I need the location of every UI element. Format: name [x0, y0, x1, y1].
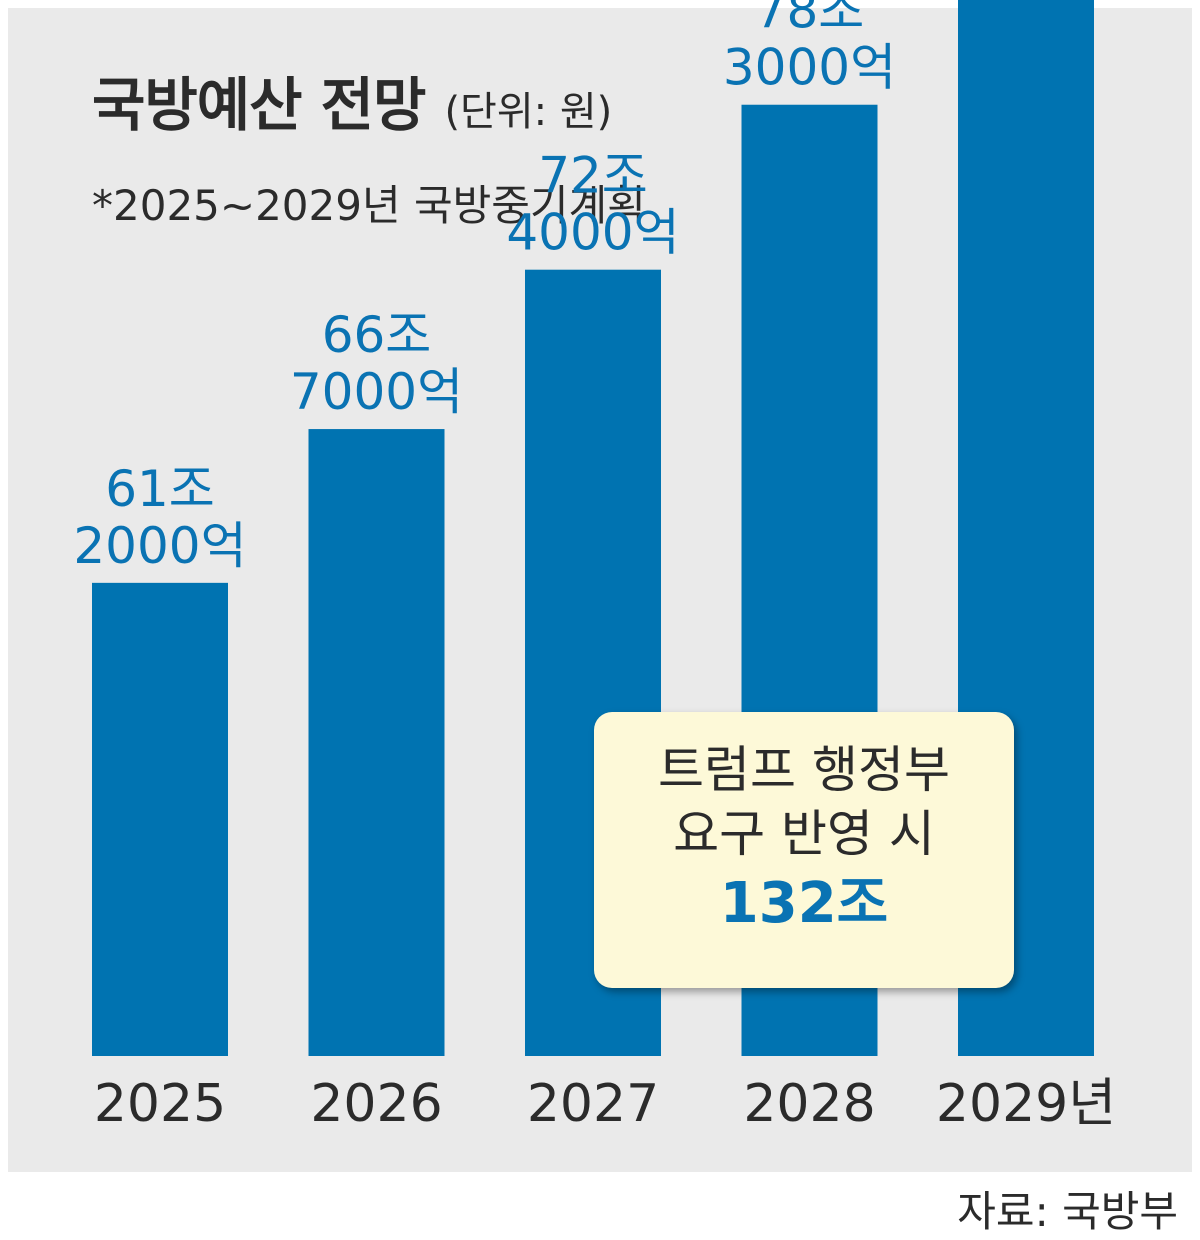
callout-box: 트럼프 행정부 요구 반영 시 132조 — [594, 712, 1014, 988]
value-label: 2000억 — [73, 517, 246, 575]
x-tick-label: 2028 — [743, 1074, 875, 1134]
x-tick-label: 2029년 — [936, 1074, 1116, 1134]
callout-value: 132조 — [719, 871, 889, 936]
x-tick-label: 2027 — [527, 1074, 659, 1134]
chart-title: 국방예산 전망 — [92, 71, 426, 139]
value-label: 66조 — [322, 306, 432, 364]
value-label: 61조 — [105, 460, 215, 518]
value-label: 3000억 — [723, 39, 896, 97]
x-tick-label: 2026 — [310, 1074, 442, 1134]
value-label: 4000억 — [506, 204, 679, 262]
bar-2026 — [308, 429, 445, 1056]
callout-line-1: 트럼프 행정부 — [658, 741, 950, 799]
value-label: 78조 — [755, 0, 865, 40]
value-label: 72조 — [538, 147, 648, 205]
callout-line-2: 요구 반영 시 — [673, 805, 935, 863]
source-note: 자료: 국방부 — [957, 1187, 1178, 1236]
x-tick-label: 2025 — [94, 1074, 226, 1134]
value-label: 7000억 — [290, 363, 463, 421]
unit-label: (단위: 원) — [444, 89, 613, 135]
chart-subtitle: *2025~2029년 국방중기계획 — [92, 181, 646, 230]
bar-2025 — [92, 582, 228, 1056]
title-row: 국방예산 전망 (단위: 원) — [92, 58, 612, 142]
